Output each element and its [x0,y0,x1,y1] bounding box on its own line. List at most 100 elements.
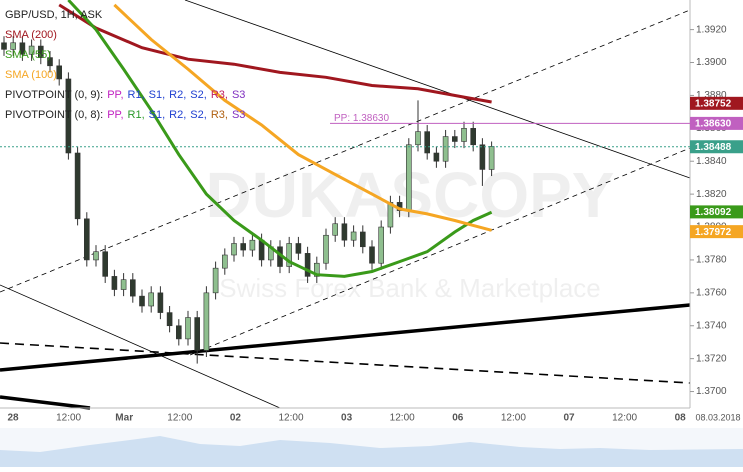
trend-line [0,342,691,384]
candle-body [212,267,219,294]
pivot-legend-item: R2, [169,109,186,121]
candle-body [65,78,72,154]
candle-body [130,279,136,297]
candle-body [415,131,421,146]
candle-body [157,292,164,313]
pivot-label: PP: 1.38630 [334,113,389,124]
candle-body [37,45,44,58]
legend-entry: SMA (200) [5,29,57,41]
candle-body [461,128,467,142]
trend-lines [0,0,691,410]
trend-line [0,303,691,372]
y-tick-label: 1.3760 [696,287,727,298]
candle-body [424,131,431,154]
candle-body [231,243,237,256]
candle-body [304,253,311,277]
price-tag [690,116,743,130]
x-tick-label: 03 [341,413,353,424]
sma-line [67,0,493,278]
pivot-legend: PIVOTPOINT (0, 9): PP, R1, S1, R2, S2, R3, S3 [5,89,245,101]
pivot-legend-item: S2, [190,109,207,121]
candle-body [341,223,348,241]
candle-body [203,292,210,351]
navigator-area [0,436,743,467]
date-label: 08.03.2018 [695,412,740,422]
y-tick-label: 1.3880 [696,90,727,101]
y-tick-label: 1.3840 [696,156,727,167]
candle-body [359,231,366,248]
pivot-legend-item: S3 [232,109,245,121]
candle-body [405,144,412,211]
x-tick-label: 12:00 [612,413,637,424]
x-tick-label: 06 [452,413,464,424]
x-tick-label: 12:00 [501,413,526,424]
trend-line [184,0,691,179]
candle-body [185,317,191,340]
candle-body [470,128,477,146]
sma-line [58,3,492,104]
price-tag [690,140,743,154]
candle-body [479,144,486,170]
candle-body [488,146,495,170]
x-tick-label: 12:00 [167,413,192,424]
candle-body [286,243,293,267]
pivot-legend-item: S1, [149,89,166,101]
x-tick-label: 08 [675,413,687,424]
pivot-legend-item: R3, [211,109,228,121]
candle-body [323,234,329,264]
pivot-legend-item: S1, [149,109,166,121]
channel-line [0,9,691,293]
candle-body [1,42,7,50]
y-tick-label: 1.3820 [696,189,727,200]
pivot-legend: PIVOTPOINT (0, 8): PP, R1, S1, R2, S2, R3, S3 [5,109,245,121]
legend-entry: SMA (55) [5,49,51,61]
candle-body [249,239,256,251]
candle-body [102,251,108,277]
price-tag [690,205,743,219]
candle-body [295,243,302,254]
y-tick-label: 1.3740 [696,320,727,331]
pivot-legend-item: PP, [107,89,123,101]
y-tick-label: 1.3700 [696,386,727,397]
price-tag-label: 1.38752 [695,98,732,109]
watermark-subtitle: Swiss Forex Bank & Marketplace [219,273,600,303]
x-tick-label: 12:00 [278,413,303,424]
price-tag-label: 1.38488 [695,142,732,153]
trend-line [0,395,91,410]
x-tick-label: 12:00 [390,413,415,424]
candle-body [84,218,90,261]
candle-body [332,223,339,236]
candle-body [240,243,246,251]
candle-body [166,312,173,327]
pivot-legend-item: R1, [128,109,145,121]
candle-body [47,57,53,67]
sma-line [113,3,492,232]
candle-body [148,292,154,307]
candle-body [442,136,449,162]
pivot-legend-item: S3 [232,89,245,101]
x-tick-label: Mar [115,413,133,424]
pivot-legend-item: R3, [211,89,228,101]
candle-body [139,295,145,307]
candle-body [176,325,182,340]
price-tag-label: 1.37972 [695,227,732,238]
candle-body [120,279,127,290]
legend-entry: SMA (100) [5,69,57,81]
candle-body [313,262,320,277]
pivot-legend-item: S2, [190,89,207,101]
candle-body [56,65,63,80]
x-tick-label: 07 [563,413,575,424]
price-tag-label: 1.38092 [695,207,732,218]
pivot-legend-item: R1, [128,89,145,101]
candle-body [19,42,26,55]
candle-body [28,45,35,55]
x-tick-label: 02 [230,413,242,424]
candle-body [222,254,228,269]
candle-body [433,152,440,162]
candle-body [369,246,375,264]
y-tick-label: 1.3920 [696,24,727,35]
x-tick-label: 28 [7,413,19,424]
candle-body [378,226,385,264]
